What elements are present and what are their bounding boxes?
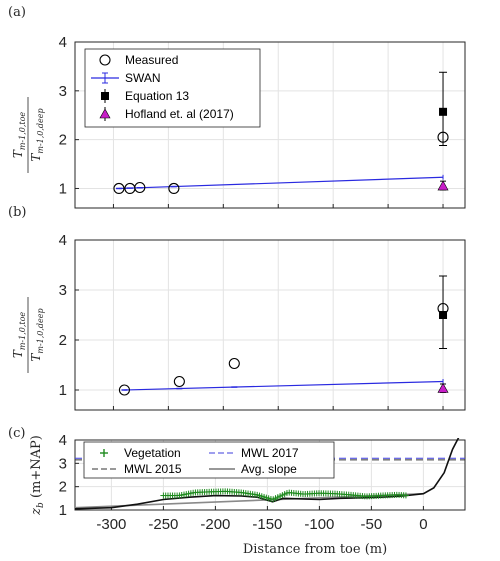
y-label-numerator: Tm-1,0,toe	[11, 312, 27, 359]
x-tick-label: 0	[419, 516, 427, 533]
x-tick-label: -250	[148, 516, 178, 533]
panel-c: 1 2 3 4 -300 -250 -200 -150 -100 -50 0 zb (m+NAP) Ve…	[29, 432, 466, 533]
measured-point	[228, 357, 240, 370]
panel-label-c: (c)	[8, 426, 25, 441]
hofland-marker	[437, 180, 449, 191]
y-label-denominator: Tm-1,0,deep	[29, 308, 45, 361]
y-tick-label: 4	[59, 232, 67, 249]
measured-point	[437, 131, 449, 143]
plot-frame	[74, 239, 466, 411]
y-tick-label: 1	[59, 382, 67, 399]
y-axis-label: zb (m+NAP)	[29, 435, 46, 516]
legend-label: SWAN	[125, 71, 161, 85]
measured-point	[113, 182, 125, 195]
eq13-marker	[439, 311, 448, 319]
x-tick-label: -150	[252, 516, 282, 533]
measured-point	[168, 182, 180, 195]
y-tick-label: 1	[59, 502, 67, 519]
hofland-marker	[437, 382, 449, 393]
x-tick-label: -300	[96, 516, 126, 533]
y-label-denominator: Tm-1,0,deep	[29, 108, 45, 161]
y-tick-label: 2	[59, 132, 67, 149]
y-tick-label: 1	[59, 180, 67, 197]
panel-label-b: (b)	[8, 205, 26, 220]
legend-label: MWL 2017	[241, 446, 299, 460]
y-tick-label: 4	[59, 432, 67, 449]
legend-box	[84, 48, 261, 128]
legend-label: Measured	[125, 53, 178, 67]
plot-frame	[74, 41, 466, 209]
measured-point	[134, 181, 146, 194]
y-tick-label: 4	[59, 34, 67, 51]
legend-label: Equation 13	[125, 89, 189, 103]
y-tick-label: 2	[59, 479, 67, 496]
panel-label-a: (a)	[8, 5, 26, 20]
y-tick-label: 3	[59, 282, 67, 299]
legend-marker-eq13	[101, 92, 109, 100]
legend: Vegetation MWL 2017 MWL 2015 Avg. slope	[83, 441, 335, 479]
eq13-marker	[439, 107, 448, 116]
legend-marker-hofland	[99, 108, 111, 119]
x-tick-label: -50	[361, 516, 383, 533]
x-tick-label: -200	[200, 516, 230, 533]
legend-box	[83, 441, 335, 479]
plot-frame	[74, 439, 466, 511]
swan-line	[118, 176, 444, 190]
y-label-numerator: Tm-1,0,toe	[11, 112, 27, 159]
legend-label: Hofland et. al (2017)	[125, 107, 234, 121]
legend-label: Avg. slope	[241, 462, 297, 476]
x-tick-label: -100	[304, 516, 334, 533]
legend-label: MWL 2015	[124, 462, 182, 476]
legend: Measured SWAN Equation 13 Hofland et. al (2…	[84, 48, 261, 128]
measured-point	[118, 384, 130, 396]
legend-label: Vegetation	[124, 446, 181, 460]
measured-point	[437, 302, 449, 315]
swan-line	[124, 380, 444, 391]
y-tick-label: 3	[59, 83, 67, 100]
y-tick-label: 3	[59, 455, 67, 472]
legend-marker-measured	[99, 54, 111, 66]
bed-profile-line	[75, 438, 460, 510]
measured-point	[173, 375, 185, 388]
y-tick-label: 2	[59, 332, 67, 349]
x-axis-title: Distance from toe (m)	[243, 542, 387, 557]
